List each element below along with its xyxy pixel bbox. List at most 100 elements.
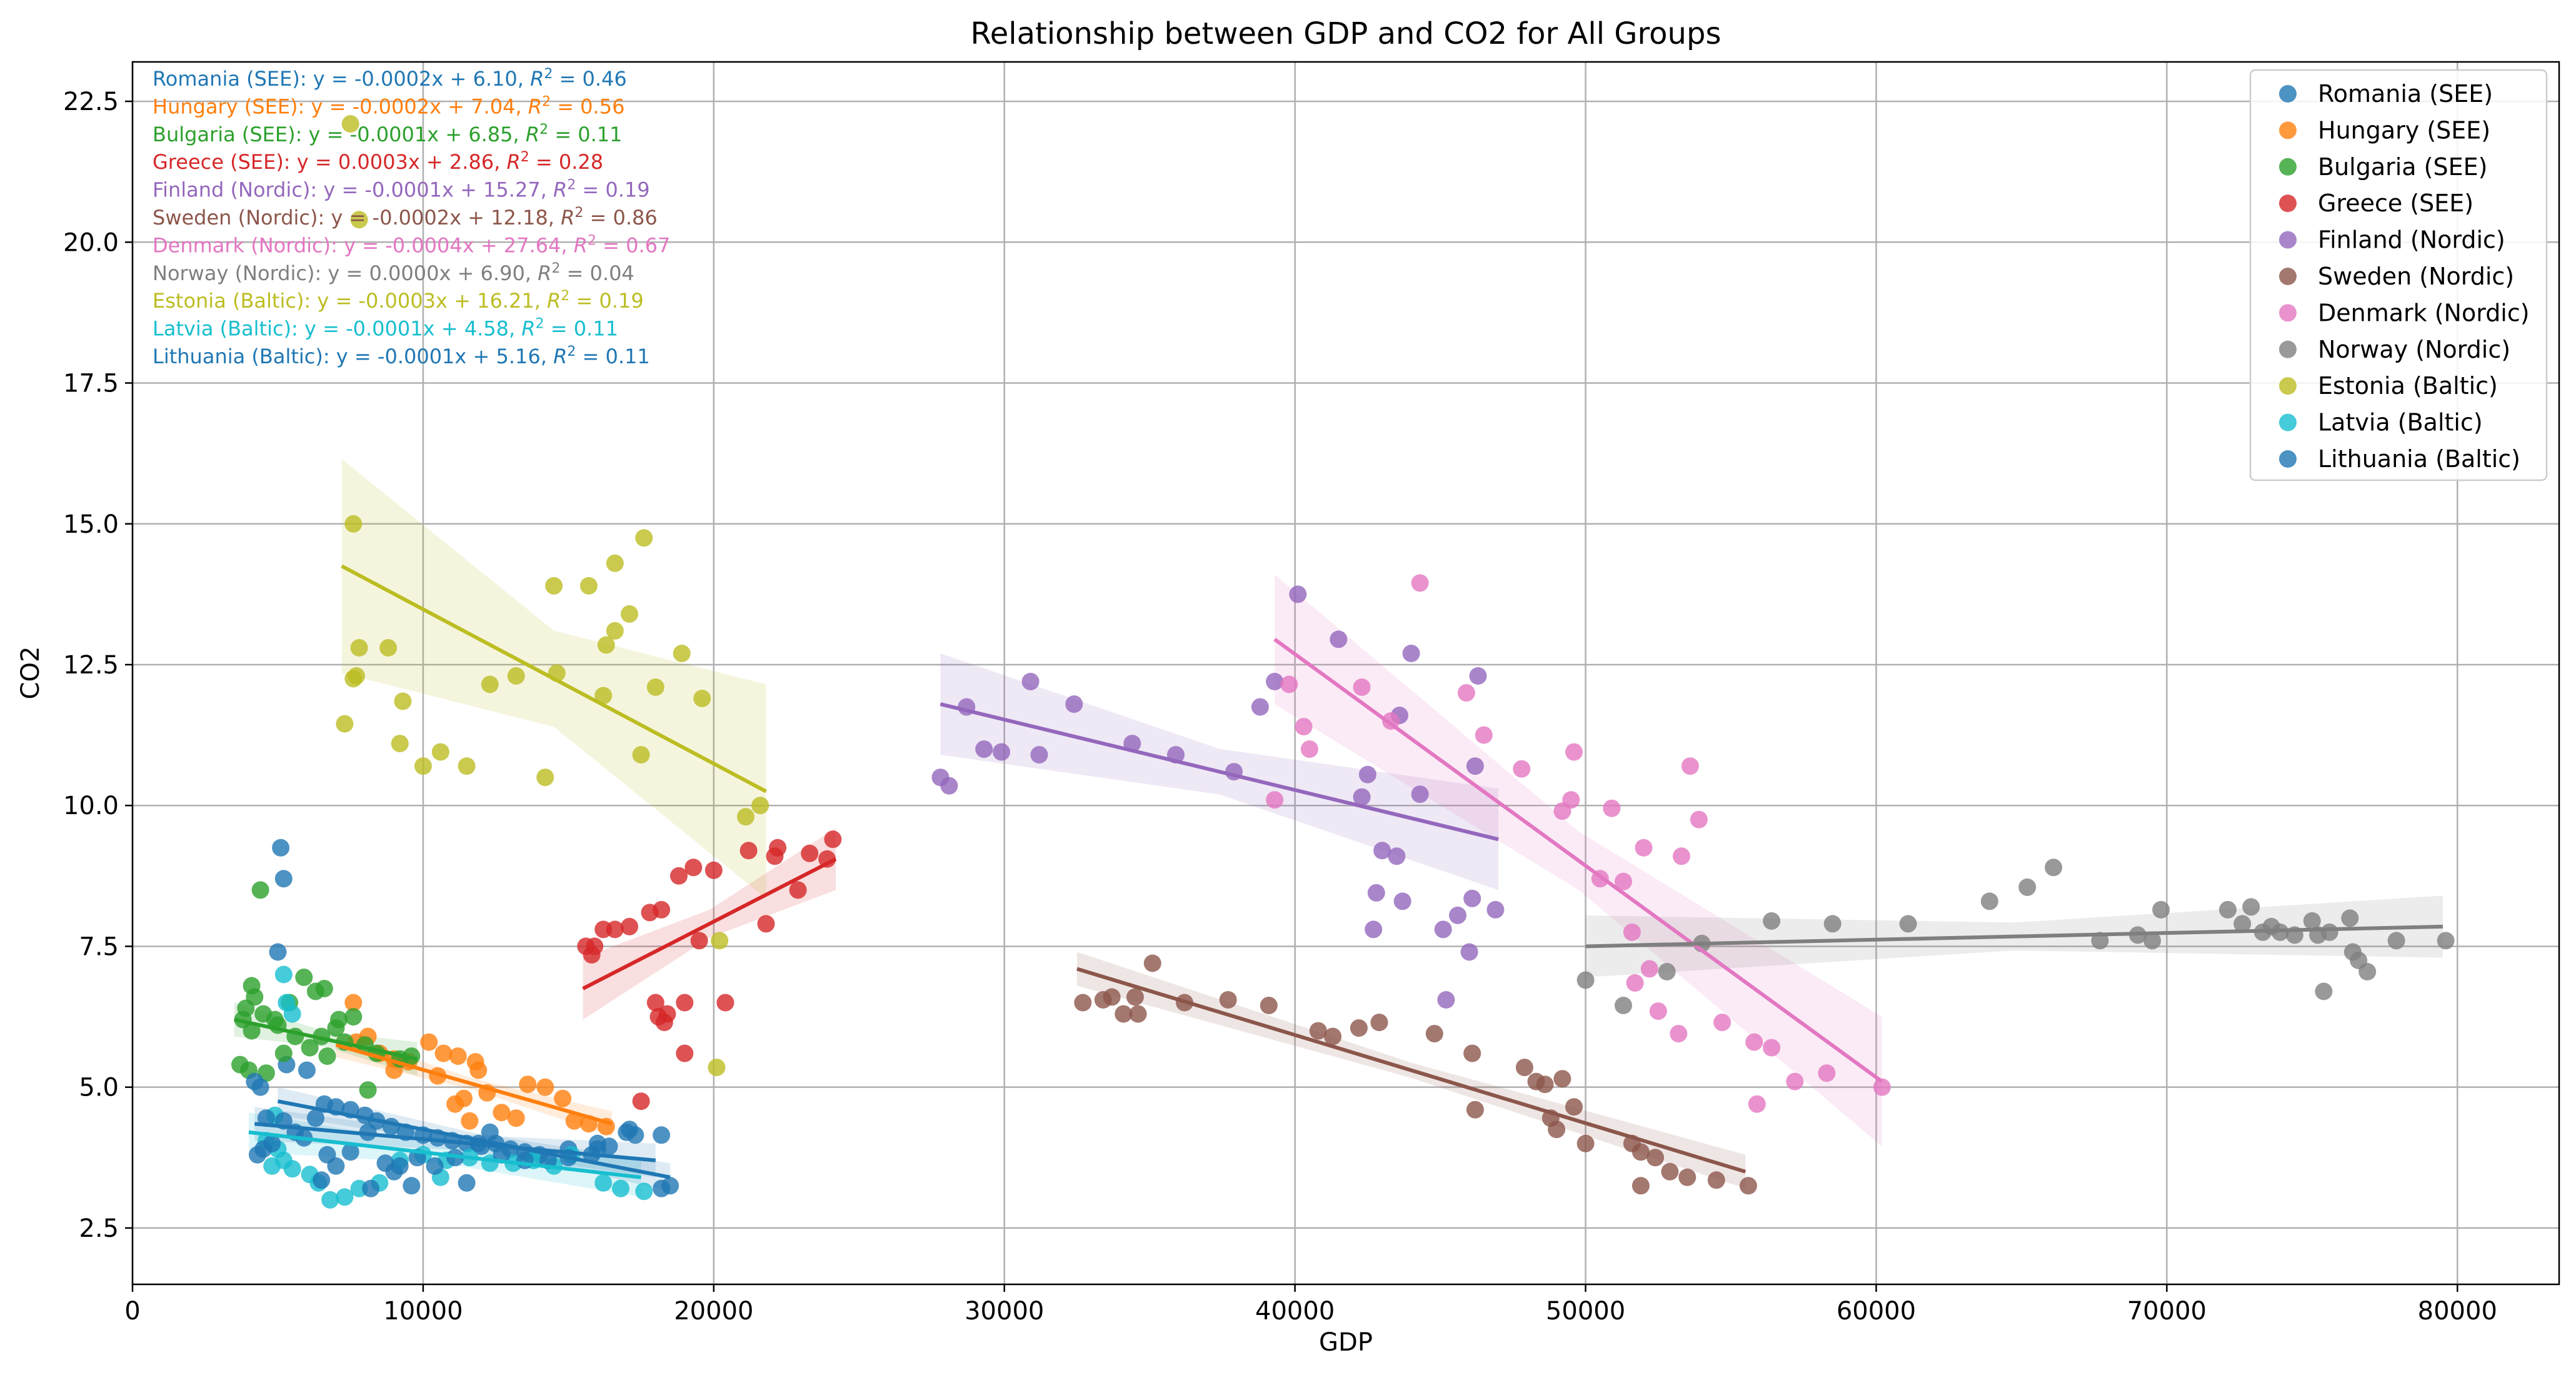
data-point bbox=[658, 1005, 676, 1023]
regression-equation: Greece (SEE): y = 0.0003x + 2.86, R2 = 0… bbox=[153, 149, 603, 174]
data-point bbox=[1393, 892, 1411, 910]
data-point bbox=[940, 777, 958, 795]
data-point bbox=[993, 743, 1011, 761]
data-point bbox=[606, 920, 624, 939]
data-point bbox=[586, 937, 604, 955]
data-point bbox=[1251, 698, 1269, 716]
legend-marker bbox=[2279, 121, 2297, 139]
data-point bbox=[1980, 892, 1998, 910]
data-point bbox=[1065, 695, 1083, 713]
data-point bbox=[646, 994, 664, 1012]
data-point bbox=[336, 715, 354, 733]
data-point bbox=[684, 859, 703, 877]
regression-line bbox=[254, 1122, 656, 1162]
data-point bbox=[626, 1126, 644, 1144]
data-point bbox=[2219, 900, 2237, 919]
data-point bbox=[327, 1019, 345, 1037]
regression-equation: Finland (Nordic): y = -0.0001x + 15.27, … bbox=[153, 177, 650, 202]
data-point bbox=[1463, 1044, 1481, 1062]
data-point bbox=[1126, 988, 1144, 1006]
regression-line bbox=[940, 702, 1499, 842]
regression-equation: Hungary (SEE): y = -0.0002x + 7.04, R2 =… bbox=[153, 94, 624, 119]
regression-line bbox=[341, 564, 767, 793]
data-point bbox=[1763, 1039, 1781, 1057]
data-point bbox=[635, 1182, 653, 1201]
data-point bbox=[1748, 1095, 1766, 1113]
data-point bbox=[661, 1177, 679, 1195]
data-point bbox=[341, 1143, 359, 1161]
y-tick-label: 5.0 bbox=[79, 1074, 119, 1102]
data-point bbox=[1280, 675, 1298, 693]
data-point bbox=[283, 1005, 301, 1023]
regression-equation: Sweden (Nordic): y = -0.0002x + 12.18, R… bbox=[153, 205, 658, 230]
data-point bbox=[1640, 960, 1658, 978]
data-point bbox=[336, 1188, 354, 1206]
data-point bbox=[1411, 574, 1429, 592]
data-point bbox=[646, 678, 664, 696]
data-point bbox=[1103, 988, 1121, 1006]
data-point bbox=[1678, 1168, 1696, 1186]
data-point bbox=[554, 1089, 572, 1107]
data-point bbox=[1576, 1134, 1595, 1152]
data-point bbox=[1486, 900, 1505, 919]
data-point bbox=[1745, 1033, 1763, 1051]
data-point bbox=[1260, 997, 1278, 1014]
data-point bbox=[1603, 799, 1621, 817]
legend-marker bbox=[2279, 340, 2297, 358]
data-point bbox=[344, 515, 363, 533]
legend-marker bbox=[2279, 304, 2297, 322]
data-point bbox=[1635, 839, 1653, 857]
data-point bbox=[670, 867, 688, 885]
legend: Romania (SEE) Hungary (SEE) Bulgaria (SEE)… bbox=[2249, 69, 2548, 481]
data-point bbox=[274, 1044, 293, 1062]
regression-equation: Norway (Nordic): y = 0.0000x + 6.90, R2 … bbox=[153, 260, 634, 285]
data-point bbox=[301, 1039, 319, 1057]
data-point bbox=[1763, 912, 1781, 930]
data-point bbox=[449, 1047, 467, 1065]
data-point bbox=[263, 1134, 281, 1152]
data-point bbox=[536, 768, 554, 787]
data-point bbox=[315, 980, 333, 997]
data-point bbox=[757, 915, 775, 933]
data-point bbox=[2320, 923, 2338, 941]
data-point bbox=[769, 839, 787, 857]
data-point bbox=[708, 1059, 726, 1077]
data-point bbox=[1649, 1002, 1667, 1020]
data-point bbox=[431, 743, 449, 761]
data-point bbox=[376, 1154, 394, 1172]
data-point bbox=[2437, 932, 2455, 950]
legend-marker bbox=[2279, 194, 2297, 213]
data-point bbox=[394, 692, 412, 710]
y-tick-label: 2.5 bbox=[79, 1214, 119, 1243]
data-point bbox=[2018, 878, 2037, 896]
data-point bbox=[1353, 788, 1371, 806]
data-point bbox=[1873, 1078, 1891, 1096]
y-axis-label: CO2 bbox=[16, 647, 45, 700]
data-point bbox=[2242, 898, 2260, 916]
regression-line bbox=[1585, 924, 2443, 949]
data-point bbox=[1460, 943, 1478, 961]
data-point bbox=[251, 1078, 269, 1096]
data-point bbox=[1786, 1072, 1804, 1090]
data-point bbox=[341, 115, 359, 133]
data-point bbox=[1466, 1101, 1484, 1119]
data-point bbox=[434, 1044, 453, 1062]
data-point bbox=[274, 965, 293, 984]
data-point bbox=[327, 1157, 345, 1175]
data-point bbox=[1707, 1171, 1725, 1189]
data-point bbox=[1030, 746, 1048, 764]
data-point bbox=[461, 1112, 479, 1130]
data-point bbox=[1631, 1177, 1650, 1195]
legend-box bbox=[2249, 69, 2548, 481]
data-point bbox=[594, 1174, 613, 1192]
data-point bbox=[824, 830, 842, 849]
data-point bbox=[673, 645, 691, 662]
data-point bbox=[1021, 673, 1040, 690]
data-point bbox=[1219, 991, 1237, 1009]
data-point bbox=[1309, 1022, 1327, 1040]
data-point bbox=[1670, 1025, 1688, 1043]
data-point bbox=[2387, 932, 2405, 950]
data-point bbox=[359, 1081, 377, 1099]
regression-equations: Romania (SEE): y = -0.0002x + 6.10, R2 =… bbox=[153, 66, 670, 369]
